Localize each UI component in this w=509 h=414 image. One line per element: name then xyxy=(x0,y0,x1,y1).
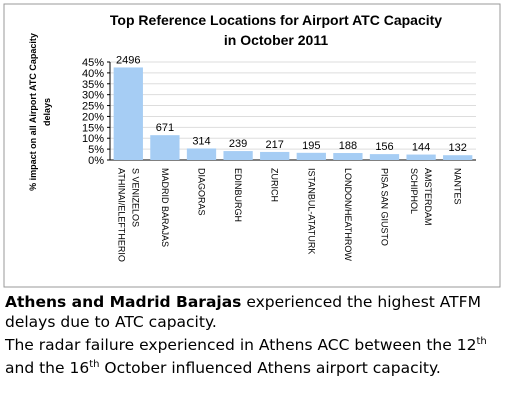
y-axis-label: % impact on all Airport ATC Capacity xyxy=(28,33,38,191)
y-tick-label: 25% xyxy=(82,101,104,113)
y-tick-label: 0% xyxy=(88,155,104,167)
x-tick-label: SCHIPHOL xyxy=(409,168,419,214)
x-tick-label: AMSTERDAM xyxy=(423,168,433,226)
y-tick-label: 20% xyxy=(82,111,104,123)
data-label: 156 xyxy=(375,141,393,153)
y-tick-label: 5% xyxy=(88,144,104,156)
caption-sup: th xyxy=(476,336,487,347)
caption-sup: th xyxy=(89,359,100,371)
caption-text: 12 xyxy=(456,336,477,355)
data-label: 2496 xyxy=(116,54,140,66)
bar xyxy=(296,152,326,160)
y-axis-label: delays xyxy=(42,98,52,126)
data-label: 188 xyxy=(339,140,357,152)
x-tick-label: DIAGORAS xyxy=(197,168,207,216)
chart-title: in October 2011 xyxy=(224,32,328,48)
x-tick-label: ZURICH xyxy=(270,168,280,202)
bar xyxy=(260,151,290,160)
chart: Top Reference Locations for Airport ATC … xyxy=(3,3,501,288)
bar xyxy=(150,135,180,160)
x-tick-label: MADRID BARAJAS xyxy=(160,168,170,247)
data-label: 195 xyxy=(302,140,320,152)
caption-text: October influenced Athens airport capaci… xyxy=(99,359,441,378)
bar xyxy=(333,153,363,160)
x-tick-label: S VENIZELOS xyxy=(130,168,140,227)
y-tick-label: 10% xyxy=(82,133,104,145)
chart-title: Top Reference Locations for Airport ATC … xyxy=(110,12,442,28)
data-label: 239 xyxy=(229,138,247,150)
data-label: 217 xyxy=(266,139,284,151)
y-tick-label: 15% xyxy=(82,122,104,134)
x-tick-label: EDINBURGH xyxy=(233,168,243,222)
bar xyxy=(443,155,473,160)
y-tick-label: 30% xyxy=(82,90,104,102)
bar xyxy=(186,148,217,160)
caption-text: experienced the highest ATFM delays due … xyxy=(5,293,481,331)
bar xyxy=(113,67,143,160)
data-label: 671 xyxy=(156,122,174,134)
x-tick-label: NANTES xyxy=(453,168,463,205)
y-tick-label: 35% xyxy=(82,79,104,91)
bar xyxy=(406,154,436,160)
caption-text: 16 xyxy=(69,359,90,378)
caption-text: and the xyxy=(5,359,70,378)
caption-bold: Athens and Madrid Barajas xyxy=(5,293,242,311)
caption-text: The radar failure experienced in Athens … xyxy=(5,336,457,355)
chart-border xyxy=(3,3,501,288)
caption: Athens and Madrid Barajas experienced th… xyxy=(5,292,505,378)
data-label: 144 xyxy=(412,142,430,154)
bar xyxy=(223,151,253,160)
x-tick-label: LONDON/HEATHROW xyxy=(343,168,353,261)
x-tick-label: PISA SAN GIUSTO xyxy=(380,168,390,246)
data-label: 314 xyxy=(192,135,210,147)
y-tick-label: 45% xyxy=(82,57,104,69)
x-tick-label: ISTANBUL-ATATURK xyxy=(306,168,316,254)
data-label: 132 xyxy=(449,142,467,154)
bar xyxy=(369,154,400,160)
y-tick-label: 40% xyxy=(82,68,104,80)
x-tick-label: ATHINAI/ELEFTHERIO xyxy=(116,168,126,262)
